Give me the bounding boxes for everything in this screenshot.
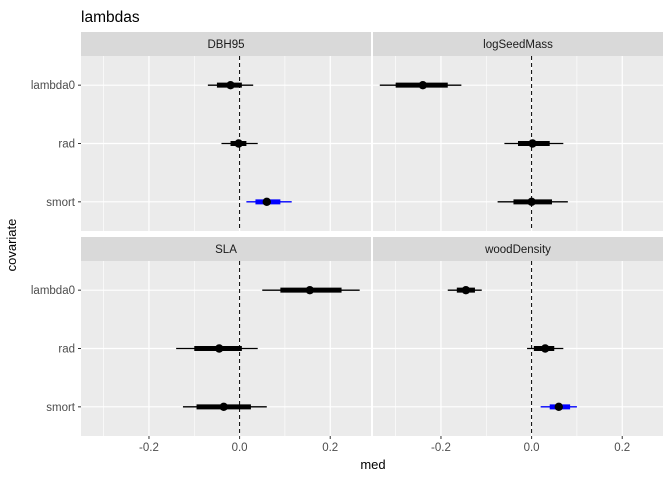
x-tick-label: 0.2 <box>614 442 630 454</box>
median-point <box>528 139 537 148</box>
interval-wooddensity-smort <box>540 402 577 412</box>
median-point <box>226 80 235 90</box>
x-tick-label: -0.2 <box>431 442 451 454</box>
median-point <box>215 344 224 353</box>
plot-title: lambdas <box>81 9 140 26</box>
facet-strip-label-sla: SLA <box>215 244 237 256</box>
x-axis-ticks: -0.2 0.0 0.2 -0.2 0.0 0.2 <box>139 436 630 454</box>
y-tick-label-smort: smort <box>46 197 76 209</box>
median-point <box>305 285 315 295</box>
median-point <box>554 402 563 412</box>
interval-sla-smort <box>182 402 267 412</box>
y-tick-label-lambda0: lambda0 <box>31 285 75 297</box>
interval-dbh95-smort <box>246 197 292 207</box>
median-point <box>540 344 550 353</box>
median-point <box>234 139 243 148</box>
facet-strip-dbh95 <box>81 32 371 56</box>
x-tick-label: -0.2 <box>139 442 159 454</box>
median-point <box>527 197 536 207</box>
interval-sla-rad <box>176 344 258 353</box>
y-axis-title: covariate <box>4 219 19 272</box>
x-axis-title: med <box>360 457 385 472</box>
interval-dbh95-lambda0 <box>207 80 254 90</box>
interval-dbh95-rad <box>221 139 258 148</box>
facet-strip-logseedmass <box>373 32 663 56</box>
y-tick-label-smort: smort <box>46 402 76 414</box>
facet-strip-sla <box>81 237 371 261</box>
facet-panel-dbh95: DBH95 <box>81 32 371 231</box>
facet-panel-sla: SLA <box>81 237 371 436</box>
facet-strip-label-dbh95: DBH95 <box>207 39 244 51</box>
interval-logseedmass-lambda0 <box>379 80 462 90</box>
y-tick-label-rad: rad <box>58 344 75 356</box>
interval-logseedmass-smort <box>497 197 568 207</box>
x-tick-label: 0.2 <box>322 442 338 454</box>
facet-strip-wooddensity <box>373 237 663 261</box>
interval-wooddensity-rad <box>527 344 564 353</box>
median-point <box>418 80 428 90</box>
interval-sla-lambda0 <box>262 285 360 295</box>
x-tick-label: 0.0 <box>232 442 248 454</box>
y-tick-label-lambda0: lambda0 <box>31 80 75 92</box>
interval-logseedmass-rad <box>504 139 564 148</box>
facet-strip-label-wooddensity: woodDensity <box>484 244 551 256</box>
facet-panel-wooddensity: woodDensity <box>373 237 663 436</box>
facet-panels: DBH95 logSeedMass SLA woodDensity <box>81 32 663 436</box>
interval-wooddensity-lambda0 <box>447 285 482 295</box>
facet-strip-label-logseedmass: logSeedMass <box>483 39 553 51</box>
median-point <box>262 197 271 207</box>
y-tick-label-rad: rad <box>58 139 75 151</box>
median-point <box>461 285 471 295</box>
x-tick-label: 0.0 <box>524 442 540 454</box>
median-point <box>219 402 228 412</box>
y-axis-ticks: lambda0 rad smort lambda0 rad smort <box>31 80 81 414</box>
facet-panel-logseedmass: logSeedMass <box>373 32 663 231</box>
